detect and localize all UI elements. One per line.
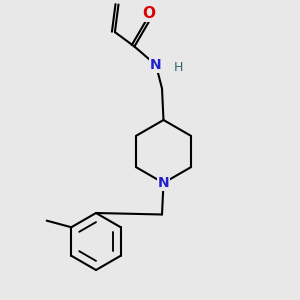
Text: N: N <box>158 176 169 190</box>
Text: N: N <box>150 58 162 72</box>
Text: H: H <box>174 61 183 74</box>
Text: O: O <box>142 6 155 21</box>
